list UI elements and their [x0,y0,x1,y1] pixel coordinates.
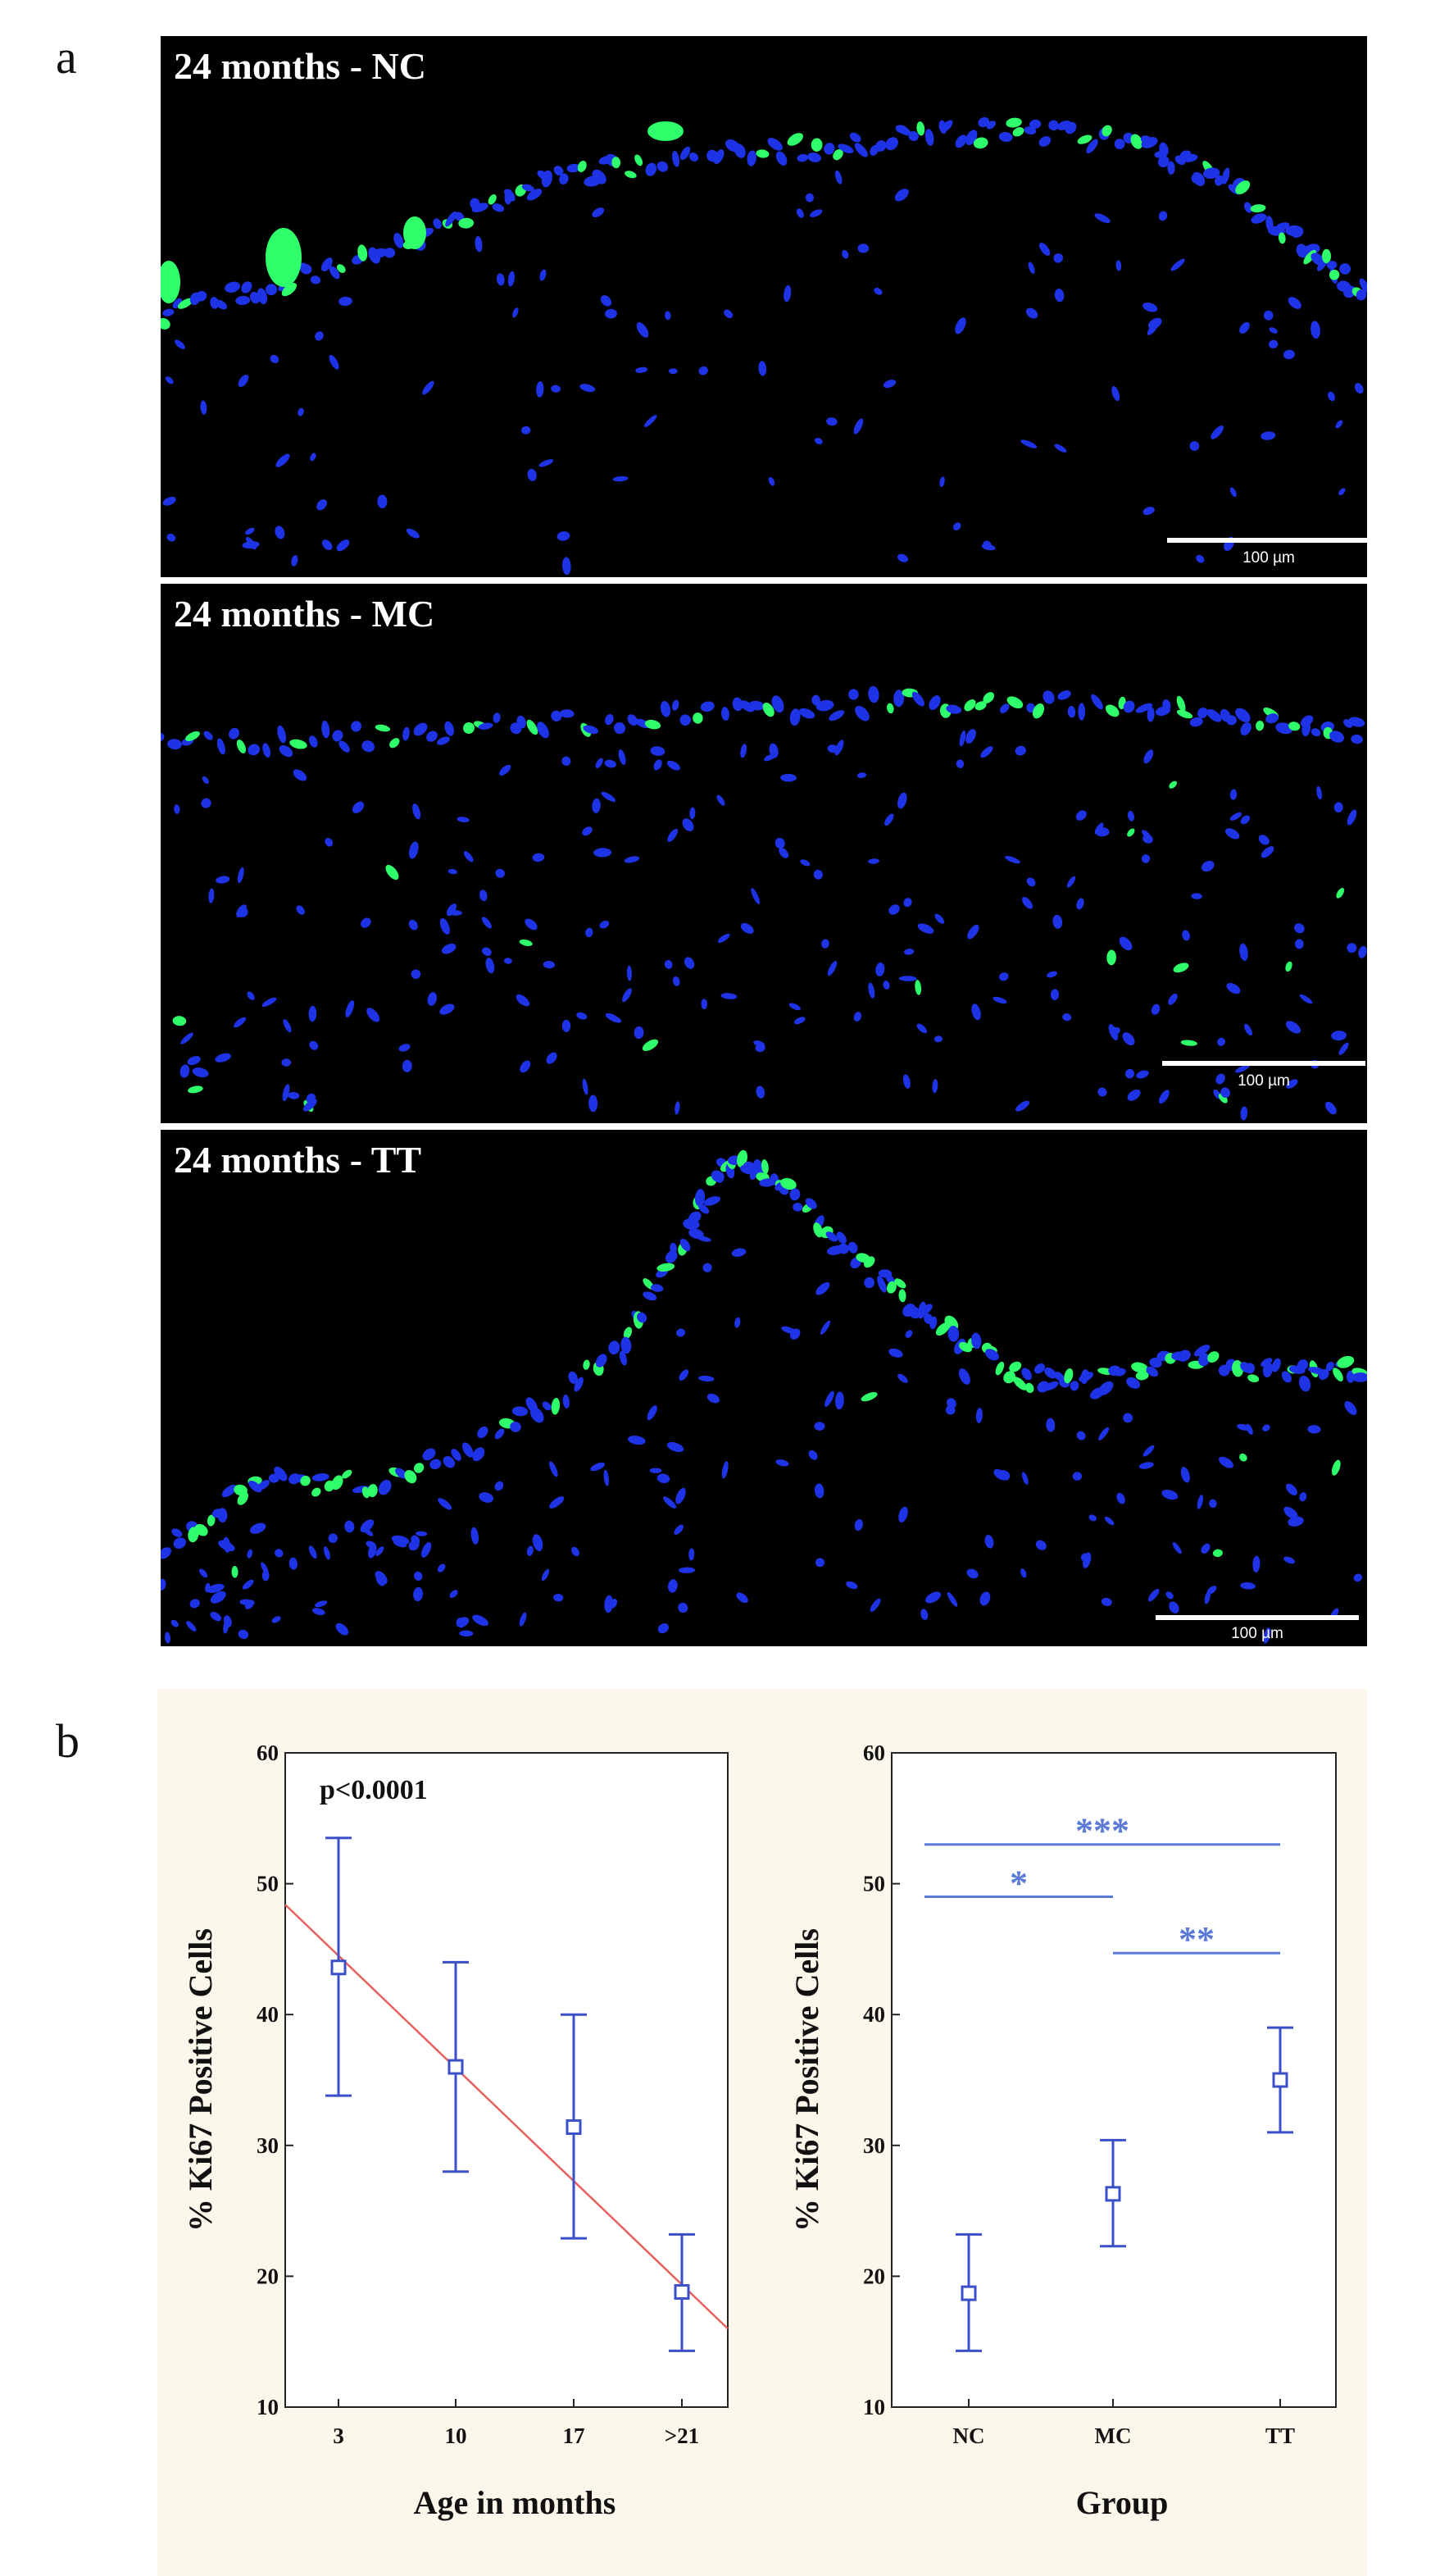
trend-line [284,1904,729,2330]
y-axis-label: % Ki67 Positive Cells [182,1928,219,2232]
significance-stars: *** [1075,1811,1129,1851]
data-point [447,2059,464,2075]
micrograph-mc: 24 months - MC 100 µm [161,584,1367,1123]
x-tick-label: 10 [445,2424,467,2448]
significance-stars: * [1010,1864,1028,1904]
plot-frame [284,1752,729,2408]
data-point [961,2285,977,2301]
panel-b-letter: b [56,1714,79,1768]
p-value-annotation: p<0.0001 [320,1775,428,1805]
y-tick-label: 30 [863,2133,885,2158]
panel-a-letter: a [56,30,77,84]
x-axis-label: Age in months [414,2484,616,2521]
micrograph-mc-tissue [161,685,1367,1121]
bright-cell [647,121,684,141]
x-axis-label: Group [1076,2484,1169,2521]
y-tick-label: 50 [863,1872,885,1896]
chart-2: 10 20 30 40 50 60 NC MC TT Group % Ki67 Positive C… [788,1741,1337,2521]
micrograph-nc: 24 months - NC 100 µm [161,36,1367,577]
data-point [1105,2186,1121,2202]
scale-bar-label: 100 µm [1238,1072,1290,1090]
scale-bar-label: 100 µm [1242,549,1295,567]
y-tick-label: 40 [863,2002,885,2027]
scale-bar [1167,538,1367,543]
y-tick-label: 30 [257,2133,279,2158]
micrograph-mc-label: 24 months - MC [174,593,435,635]
significance-stars: ** [1179,1919,1215,1959]
micrograph-tt-label: 24 months - TT [174,1139,422,1181]
x-tick-label: 3 [333,2424,344,2448]
x-tick-label: MC [1095,2424,1132,2448]
micrograph-nc-tissue [161,117,1367,576]
scale-bar [1156,1615,1359,1620]
data-point [1272,2072,1288,2088]
nuclei-layer [161,685,1367,1121]
y-tick-label: 40 [257,2002,279,2027]
y-tick-label: 50 [257,1872,279,1896]
y-tick-label: 20 [863,2264,885,2288]
micrograph-tt: 24 months - TT 100 µm [161,1130,1367,1646]
y-tick-label: 60 [257,1741,279,1765]
micrograph-tt-tissue [161,1149,1367,1644]
y-axis-label: % Ki67 Positive Cells [788,1928,825,2232]
y-tick-label: 60 [863,1741,885,1765]
scale-bar [1162,1061,1365,1066]
nuclei-layer [161,117,1367,576]
nuclei-layer [161,1149,1367,1644]
x-tick-label: >21 [665,2424,699,2448]
bright-cell [266,228,302,287]
bright-cell [403,216,426,249]
x-tick-label: TT [1265,2424,1295,2448]
micrograph-nc-label: 24 months - NC [174,45,426,87]
x-tick-label: NC [953,2424,985,2448]
y-tick-label: 20 [257,2264,279,2288]
data-point [566,2119,582,2135]
y-tick-label: 10 [863,2395,885,2419]
y-tick-label: 10 [257,2395,279,2419]
bright-cell [161,261,180,303]
chart-1: 10 20 30 40 50 60 3 10 17 >21 Age in months % Ki67 … [182,1741,729,2521]
data-point [330,1959,347,1976]
x-tick-label: 17 [563,2424,585,2448]
scale-bar-label: 100 µm [1231,1625,1283,1642]
data-point [674,2284,690,2301]
